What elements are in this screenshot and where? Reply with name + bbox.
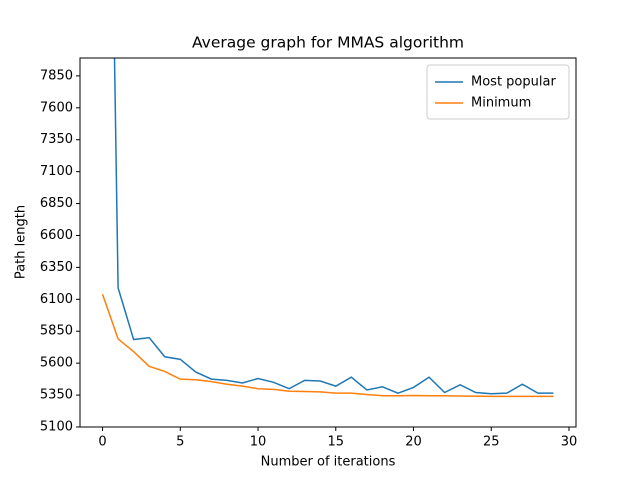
y-tick-label: 5600 xyxy=(40,356,73,371)
y-tick-label: 7850 xyxy=(40,68,73,83)
y-tick-label: 7600 xyxy=(40,100,73,115)
x-tick-label: 30 xyxy=(561,435,578,450)
y-tick-label: 7100 xyxy=(40,164,73,179)
plot-area xyxy=(101,58,554,398)
y-tick-label: 6850 xyxy=(40,196,73,211)
y-tick-label: 6350 xyxy=(40,260,73,275)
y-tick-label: 5100 xyxy=(40,420,73,435)
axes-frame xyxy=(79,57,577,428)
legend-label: Minimum xyxy=(471,96,531,111)
legend-label: Most popular xyxy=(471,75,556,90)
y-axis-label: Path length xyxy=(14,205,29,279)
chart-title: Average graph for MMAS algorithm xyxy=(192,34,464,52)
x-axis-label: Number of iterations xyxy=(261,455,396,470)
y-tick-label: 6600 xyxy=(40,228,73,243)
x-tick-label: 0 xyxy=(98,435,106,450)
y-tick-label: 5850 xyxy=(40,324,73,339)
y-tick-label: 5350 xyxy=(40,388,73,403)
x-tick-label: 10 xyxy=(250,435,267,450)
line-series xyxy=(113,58,554,395)
x-tick-label: 15 xyxy=(328,435,345,450)
line-series xyxy=(101,293,554,398)
y-tick-label: 7350 xyxy=(40,132,73,147)
legend-box xyxy=(426,64,570,120)
x-tick-label: 5 xyxy=(176,435,184,450)
x-tick-label: 20 xyxy=(405,435,422,450)
y-tick-label: 6100 xyxy=(40,292,73,307)
x-tick-label: 25 xyxy=(483,435,500,450)
